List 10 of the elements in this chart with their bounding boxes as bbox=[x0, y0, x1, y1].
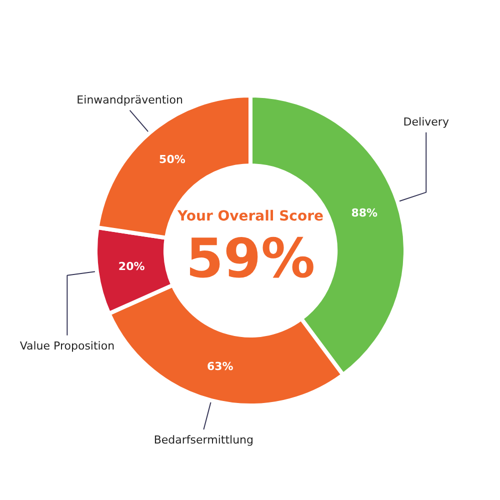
text: Your Overall Score bbox=[176, 208, 324, 224]
slice-label: Value Proposition bbox=[20, 339, 115, 352]
slice-label: Delivery bbox=[403, 115, 450, 128]
text: 59% bbox=[186, 227, 316, 290]
slice-label: Bedarfsermittlung bbox=[154, 433, 254, 446]
slice-label: Einwandprävention bbox=[76, 93, 183, 106]
data-label: 63% bbox=[206, 360, 234, 374]
data-label: 88% bbox=[351, 206, 378, 220]
data-label: 20% bbox=[118, 260, 145, 274]
data-label: 50% bbox=[159, 153, 186, 166]
